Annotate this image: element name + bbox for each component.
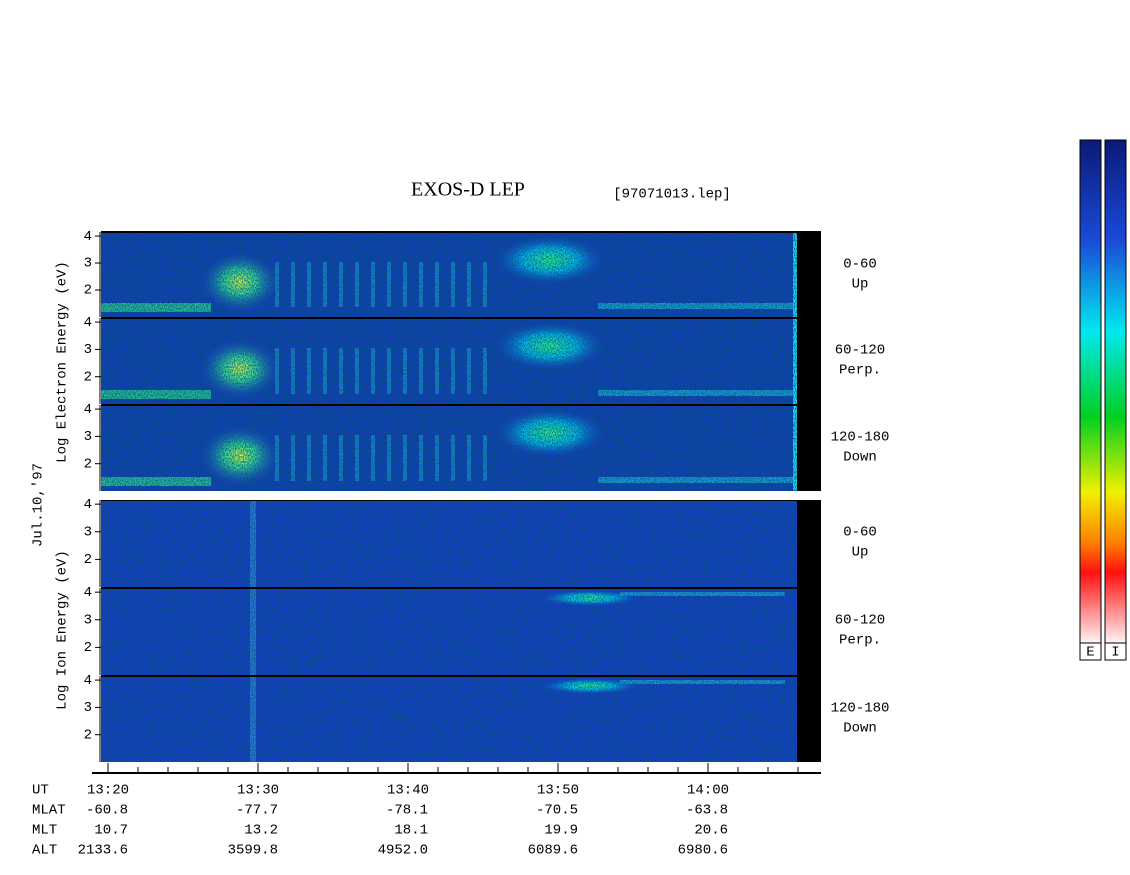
orbit-label: ALT bbox=[32, 843, 57, 859]
panel-direction: Perp. bbox=[839, 363, 881, 379]
orbit-value: -78.1 bbox=[386, 803, 428, 819]
noise bbox=[101, 318, 797, 404]
orbit-value: 3599.8 bbox=[228, 843, 278, 859]
panel-direction: Down bbox=[843, 721, 877, 737]
panel-range: 60-120 bbox=[835, 613, 885, 629]
orbit-label: MLAT bbox=[32, 803, 66, 819]
orbit-value: 19.9 bbox=[544, 823, 578, 839]
panel-range: 120-180 bbox=[831, 430, 890, 446]
y-tick-label: 2 bbox=[84, 283, 92, 299]
y-tick-label: 3 bbox=[84, 429, 92, 445]
orbit-value: 6980.6 bbox=[678, 843, 728, 859]
noise bbox=[101, 676, 797, 762]
black-strip bbox=[797, 405, 821, 491]
y-tick-label: 2 bbox=[84, 369, 92, 385]
y-tick-label: 3 bbox=[84, 700, 92, 716]
time-label: 13:20 bbox=[87, 783, 129, 799]
noise bbox=[101, 405, 797, 491]
panel-range: 0-60 bbox=[843, 525, 877, 541]
panel-range: 60-120 bbox=[835, 343, 885, 359]
panel-range: 0-60 bbox=[843, 257, 877, 273]
y-tick-label: 4 bbox=[84, 673, 92, 689]
y-tick-label: 3 bbox=[84, 342, 92, 358]
orbit-value: -70.5 bbox=[536, 803, 578, 819]
orbit-value: 2133.6 bbox=[78, 843, 128, 859]
black-strip bbox=[797, 232, 821, 317]
panels: Log Electron Energy (eV) 4 3 2 0-60 Up 4 3 2 60-1… bbox=[55, 229, 890, 762]
panel-direction: Up bbox=[852, 277, 869, 293]
y-tick-label: 2 bbox=[84, 727, 92, 743]
orbit-value: 10.7 bbox=[94, 823, 128, 839]
orbit-value: -60.8 bbox=[86, 803, 128, 819]
date: Jul.10,'97 bbox=[31, 463, 47, 547]
y-tick-label: 4 bbox=[84, 402, 92, 418]
noise bbox=[101, 500, 797, 587]
y-tick-label: 3 bbox=[84, 612, 92, 628]
panel-direction: Perp. bbox=[839, 633, 881, 649]
y-tick-label: 4 bbox=[84, 229, 92, 245]
group-label: Log Ion Energy (eV) bbox=[55, 550, 71, 710]
time-label: 14:00 bbox=[687, 783, 729, 799]
black-strip bbox=[797, 500, 821, 587]
orbit-label: MLT bbox=[32, 823, 57, 839]
gap bbox=[100, 491, 821, 500]
y-tick-label: 4 bbox=[84, 315, 92, 331]
time-axis: UT 13:20 13:30 13:40 13:50 14:00 MLAT -60.8 -77.… bbox=[32, 763, 821, 859]
orbit-value: -63.8 bbox=[686, 803, 728, 819]
black-strip bbox=[797, 676, 821, 762]
panel-range: 120-180 bbox=[831, 701, 890, 717]
file-name: [97071013.lep] bbox=[613, 187, 731, 203]
orbit-value: 18.1 bbox=[394, 823, 428, 839]
colorbar-label-box bbox=[1104, 642, 1127, 661]
colorbar-label-box bbox=[1079, 642, 1102, 661]
y-tick-label: 3 bbox=[84, 524, 92, 540]
y-tick-label: 2 bbox=[84, 456, 92, 472]
y-tick-label: 4 bbox=[84, 497, 92, 513]
orbit-value: 6089.6 bbox=[528, 843, 578, 859]
time-label: 13:30 bbox=[237, 783, 279, 799]
y-tick-label: 2 bbox=[84, 640, 92, 656]
noise bbox=[101, 588, 797, 675]
colorbar bbox=[1104, 139, 1127, 644]
group-label: Log Electron Energy (eV) bbox=[55, 261, 71, 463]
panel-direction: Down bbox=[843, 450, 877, 466]
title: EXOS-D LEP bbox=[411, 179, 525, 201]
noise bbox=[101, 232, 797, 317]
time-label: 13:40 bbox=[387, 783, 429, 799]
orbit-value: 4952.0 bbox=[378, 843, 428, 859]
black-strip bbox=[797, 318, 821, 404]
colorbar bbox=[1079, 139, 1102, 644]
orbit-value: 13.2 bbox=[244, 823, 278, 839]
orbit-label: UT bbox=[32, 783, 49, 799]
colorbar-label: I bbox=[1111, 645, 1119, 661]
orbit-value: -77.7 bbox=[236, 803, 278, 819]
colorbar-label: E bbox=[1086, 645, 1094, 661]
y-tick-label: 4 bbox=[84, 585, 92, 601]
y-tick-label: 2 bbox=[84, 552, 92, 568]
panel-direction: Up bbox=[852, 545, 869, 561]
y-tick-label: 3 bbox=[84, 256, 92, 272]
black-strip bbox=[797, 588, 821, 675]
orbit-value: 20.6 bbox=[694, 823, 728, 839]
time-label: 13:50 bbox=[537, 783, 579, 799]
